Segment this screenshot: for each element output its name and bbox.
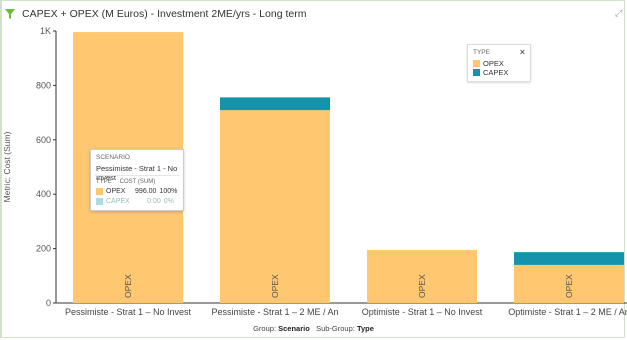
bar-opex xyxy=(220,110,330,303)
x-tick-label: Pessimiste - Strat 1 – 2 ME / An xyxy=(211,307,338,317)
legend-swatch-capex xyxy=(473,69,480,76)
legend-label: OPEX xyxy=(483,59,504,68)
y-tick-label: 400 xyxy=(36,189,51,199)
tooltip-row-pct: 100% xyxy=(159,188,178,195)
subgroup-value: Type xyxy=(356,324,374,333)
expand-icon[interactable]: ⤢ xyxy=(615,8,623,18)
y-tick-label: 200 xyxy=(36,244,51,254)
bar-capex xyxy=(220,97,330,111)
tooltip-row-opex: OPEX 996.00 100% xyxy=(96,188,177,195)
y-axis-label: Metric: Cost (Sum) xyxy=(2,131,12,202)
group-label: Group: xyxy=(253,324,277,333)
legend-item-opex[interactable]: OPEX xyxy=(473,59,504,68)
legend: TYPE × OPEX CAPEX xyxy=(467,44,531,82)
bar-label: OPEX xyxy=(270,274,280,298)
chart-title: CAPEX + OPEX (M Euros) - Investment 2ME/… xyxy=(22,8,307,20)
chart-footer: Group: Scenario Sub-Group: Type xyxy=(0,324,627,333)
legend-item-capex[interactable]: CAPEX xyxy=(473,68,508,77)
close-icon[interactable]: × xyxy=(519,47,525,57)
y-tick-label: 600 xyxy=(36,135,51,145)
y-tick-label: 1K xyxy=(40,26,51,36)
tooltip-row-pct: 0% xyxy=(163,198,174,205)
tooltip: SCENARIO Pessimiste - Strat 1 - No Inves… xyxy=(90,149,184,211)
y-tick-label: 800 xyxy=(36,80,51,90)
x-tick-label: Pessimiste - Strat 1 – No Invest xyxy=(65,307,192,317)
bar-opex xyxy=(367,249,477,303)
tooltip-col-cost: COST (SUM) xyxy=(119,179,156,185)
tooltip-swatch-opex xyxy=(96,188,103,195)
chart-title-bar: CAPEX + OPEX (M Euros) - Investment 2ME/… xyxy=(4,6,306,22)
legend-header: TYPE xyxy=(473,49,490,56)
tooltip-columns: TYPE COST (SUM) xyxy=(96,179,155,185)
x-tick-label: Optimiste - Strat 1 – No Invest xyxy=(362,307,483,317)
legend-label: CAPEX xyxy=(483,68,509,77)
bar-label: OPEX xyxy=(123,274,133,298)
y-tick-label: 0 xyxy=(46,298,51,308)
bar-capex xyxy=(514,252,624,265)
filter-icon[interactable] xyxy=(4,8,16,20)
tooltip-row-cost: 0.00 xyxy=(147,198,161,205)
tooltip-col-type: TYPE xyxy=(96,179,112,185)
bar-opex xyxy=(514,264,624,303)
x-tick-label: Optimiste - Strat 1 – 2 ME / An xyxy=(508,307,627,317)
tooltip-swatch-capex xyxy=(96,198,103,205)
tooltip-scenario: Pessimiste - Strat 1 - No Invest xyxy=(96,164,178,182)
bar-label: OPEX xyxy=(417,274,427,298)
tooltip-row-type: CAPEX xyxy=(106,198,130,205)
bar-label: OPEX xyxy=(564,274,574,298)
tooltip-row-capex: CAPEX 0.00 0% xyxy=(96,198,174,205)
tooltip-header: SCENARIO xyxy=(96,154,130,161)
subgroup-label: Sub-Group: xyxy=(316,324,355,333)
tooltip-row-cost: 996.00 xyxy=(135,188,157,195)
tooltip-divider xyxy=(95,175,179,176)
tooltip-row-type: OPEX xyxy=(106,188,126,195)
legend-swatch-opex xyxy=(473,60,480,67)
group-value: Scenario xyxy=(278,324,310,333)
